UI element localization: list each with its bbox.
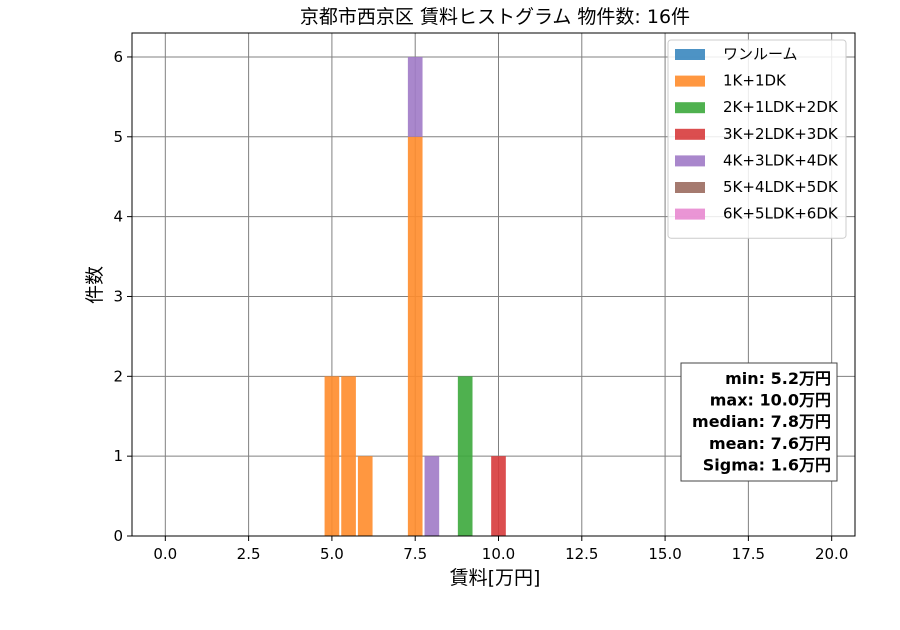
legend-swatch [675,128,705,140]
histogram-bars [324,56,506,537]
x-tick-label: 2.5 [237,545,261,563]
stats-line: min: 5.2万円 [725,369,831,388]
y-tick-label: 3 [113,287,123,305]
legend-swatch [675,49,705,60]
legend-label: 2K+1LDK+2DK [723,98,839,116]
histogram-bar [341,376,356,536]
histogram-bar [407,56,423,137]
histogram-bar [491,456,506,536]
histogram-bar [357,456,373,536]
stats-box-frame [680,362,838,482]
legend-swatch [675,155,705,167]
x-tick-label: 20.0 [815,545,848,563]
axis-ticks: 0.0 2.5 5.0 7.5 10.0 12.5 15.0 17.5 20.0 0 1 2 3 4 5 6 [113,48,848,563]
x-tick-label: 12.5 [565,545,598,563]
stats-box: min: 5.2万円 max: 10.0万円 median: 7.8万円 mean: … [680,362,838,482]
legend-label: 6K+5LDK+6DK [723,205,839,223]
stats-line: median: 7.8万円 [692,412,831,431]
stats-line: mean: 7.6万円 [709,434,831,453]
y-tick-label: 4 [113,208,123,226]
histogram-bar [424,456,440,536]
x-axis-title: 賃料[万円] [450,567,541,589]
histogram-bar [407,136,423,537]
histogram-bar [324,376,340,536]
y-axis-title: 件数 [84,266,106,304]
legend-box [667,39,847,239]
legend-swatch [675,182,705,193]
legend: ワンルーム 1K+1DK 2K+1LDK+2DK 3K+2LDK+3DK 4K+3LDK… [667,39,847,239]
x-tick-label: 10.0 [482,545,515,563]
histogram-bar [457,376,473,536]
legend-label: 4K+3LDK+4DK [723,151,839,169]
x-tick-label: 5.0 [320,545,344,563]
legend-label: 3K+2LDK+3DK [723,125,839,143]
plot-frame [131,32,856,537]
y-tick-label: 2 [113,367,123,385]
chart-title: 京都市西京区 賃料ヒストグラム 物件数: 16件 [300,6,690,28]
x-tick-label: 7.5 [403,545,427,563]
legend-label: ワンルーム [723,45,798,63]
stats-line: Sigma: 1.6万円 [703,455,831,474]
legend-swatch [675,75,705,87]
x-tick-label: 15.0 [648,545,681,563]
legend-label: 1K+1DK [723,72,787,90]
stats-line: max: 10.0万円 [710,391,831,410]
legend-label: 5K+4LDK+5DK [723,178,839,196]
x-tick-label: 0.0 [153,545,177,563]
legend-swatch [675,208,705,220]
y-tick-label: 6 [113,48,123,66]
y-tick-label: 0 [113,527,123,545]
y-tick-label: 1 [113,447,123,465]
y-tick-label: 5 [113,128,123,146]
x-tick-label: 17.5 [732,545,765,563]
legend-swatch [675,102,705,114]
